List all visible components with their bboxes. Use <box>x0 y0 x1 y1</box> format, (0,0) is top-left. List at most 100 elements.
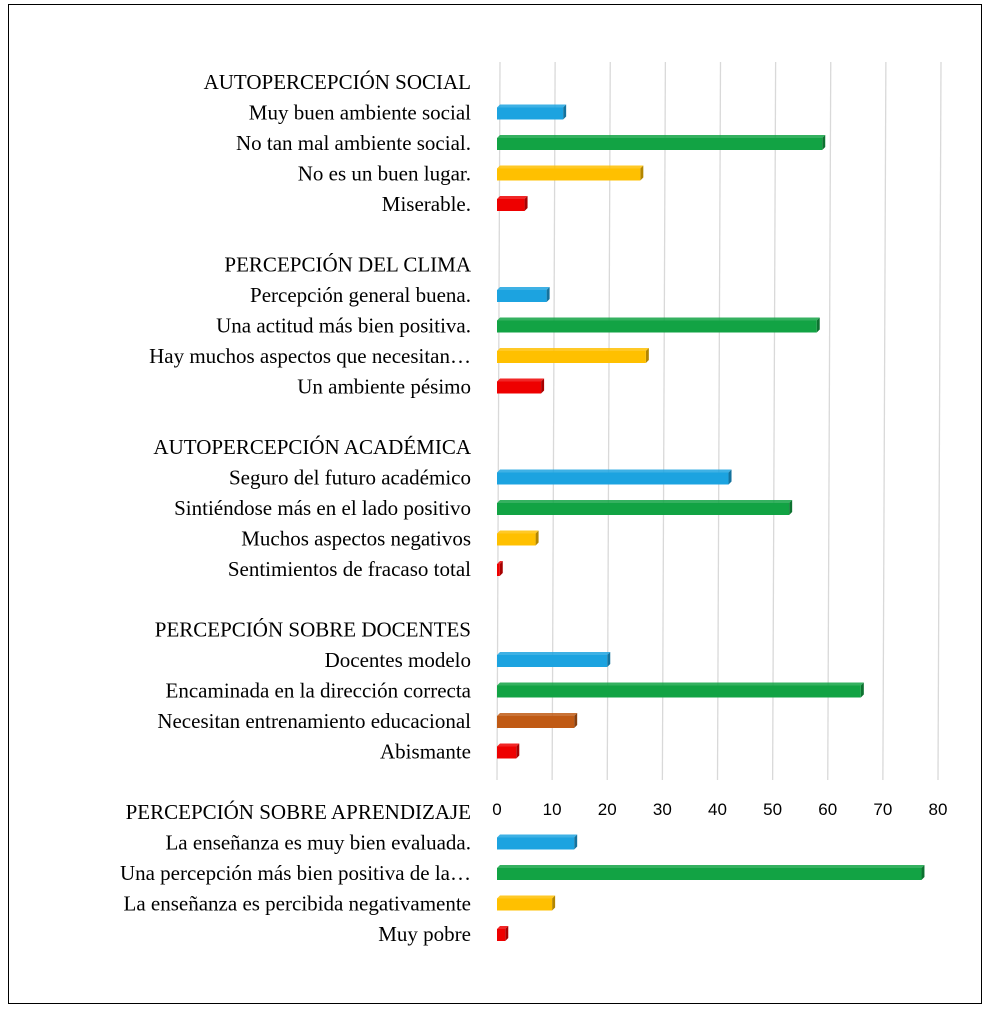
category-label: No tan mal ambiente social. <box>236 131 471 155</box>
bar-top-face <box>497 317 820 321</box>
bar-front-face <box>497 320 817 333</box>
bar <box>497 196 528 211</box>
bar-front-face <box>497 138 823 150</box>
bar <box>497 500 793 515</box>
bars <box>497 104 925 941</box>
bar-top-face <box>497 104 567 108</box>
x-tick-label: 80 <box>929 800 948 819</box>
bar-side-face <box>541 378 545 394</box>
category-label: La enseñanza es percibida negativamente <box>124 892 471 916</box>
category-label: Percepción general buena. <box>250 283 471 307</box>
gridline-80 <box>937 61 942 781</box>
category-label: Una percepción más bien positiva de la… <box>120 861 471 885</box>
bar-side-face <box>574 713 578 728</box>
bar-front-face <box>497 290 547 302</box>
bar <box>497 135 826 150</box>
bar-front-face <box>497 107 564 120</box>
category-label: Miserable. <box>382 192 471 216</box>
bar-front-face <box>497 351 646 363</box>
x-tick-label: 0 <box>492 800 501 819</box>
bar-side-face <box>552 895 556 911</box>
bar <box>497 469 732 485</box>
category-label: Muy buen ambiente social <box>249 101 471 125</box>
bar <box>497 530 539 546</box>
x-tick-label: 40 <box>708 800 727 819</box>
bar-front-face <box>497 472 729 485</box>
category-label: Abismante <box>380 740 471 764</box>
bar <box>497 926 509 941</box>
category-label: Muchos aspectos negativos <box>241 527 471 551</box>
category-label: Sentimientos de fracaso total <box>228 557 471 581</box>
bar-top-face <box>497 165 644 169</box>
category-label: La enseñanza es muy bien evaluada. <box>165 831 471 855</box>
bar-front-face <box>497 898 553 911</box>
bar-front-face <box>497 168 641 181</box>
bar <box>497 348 649 363</box>
bar <box>497 713 578 728</box>
bar-top-face <box>497 469 732 473</box>
bar-side-face <box>546 287 550 302</box>
bar-top-face <box>497 713 578 716</box>
chart-frame <box>8 4 982 1004</box>
bar-top-face <box>497 135 826 138</box>
category-label: Necesitan entrenamiento educacional <box>157 709 471 733</box>
bar-side-face <box>524 196 528 211</box>
gridline-50 <box>771 61 777 781</box>
x-tick-label: 30 <box>653 800 672 819</box>
bar-front-face <box>497 564 500 576</box>
bar-side-face <box>607 652 611 667</box>
bar-side-face <box>563 104 567 120</box>
bar-side-face <box>822 135 826 150</box>
bar <box>497 317 820 333</box>
bar-top-face <box>497 682 864 686</box>
bar-side-face <box>816 317 820 333</box>
bar-top-face <box>497 196 528 199</box>
category-label: Encaminada en la dirección correcta <box>166 679 472 703</box>
bar-front-face <box>497 746 517 759</box>
gridline-60 <box>827 61 832 781</box>
x-tick-label: 50 <box>763 800 782 819</box>
x-axis-ticks: 0 10 20 30 40 50 60 70 80 <box>492 800 947 819</box>
x-tick-label: 10 <box>543 800 562 819</box>
bar-front-face <box>497 929 506 941</box>
bar-top-face <box>497 834 578 838</box>
bar <box>497 834 578 850</box>
bar-top-face <box>497 561 503 564</box>
bar <box>497 104 567 120</box>
bar-side-face <box>860 682 864 698</box>
bar-side-face <box>535 530 539 546</box>
x-tick-label: 70 <box>873 800 892 819</box>
bar-side-face <box>921 865 925 880</box>
x-tick-label: 20 <box>598 800 617 819</box>
group-heading: AUTOPERCEPCIÓN SOCIAL <box>204 70 471 94</box>
bar-side-face <box>516 743 520 759</box>
category-label: Una actitud más bien positiva. <box>216 314 471 338</box>
bar <box>497 895 556 911</box>
bar-front-face <box>497 837 575 850</box>
bar-side-face <box>574 834 578 850</box>
group-heading: PERCEPCIÓN SOBRE APRENDIZAJE <box>126 800 471 824</box>
bar-side-face <box>640 165 644 181</box>
bar-top-face <box>497 865 925 868</box>
bar-side-face <box>645 348 649 363</box>
bar <box>497 287 550 302</box>
bar-top-face <box>497 500 793 503</box>
bar-side-face <box>499 561 503 576</box>
bar-front-face <box>497 685 861 698</box>
gridline-40 <box>716 61 722 781</box>
bar-front-face <box>497 655 608 667</box>
category-labels: AUTOPERCEPCIÓN SOCIAL Muy buen ambiente s… <box>120 70 472 946</box>
bar <box>497 865 925 880</box>
bar-front-face <box>497 503 790 515</box>
bar-top-face <box>497 652 611 655</box>
category-label: No es un buen lugar. <box>298 162 471 186</box>
bar <box>497 652 611 667</box>
bar-top-face <box>497 287 550 290</box>
bar-top-face <box>497 926 509 929</box>
bar <box>497 682 864 698</box>
category-label: Un ambiente pésimo <box>297 375 471 399</box>
bar <box>497 378 545 394</box>
category-label: Muy pobre <box>378 922 471 946</box>
group-heading: AUTOPERCEPCIÓN ACADÉMICA <box>153 435 471 459</box>
